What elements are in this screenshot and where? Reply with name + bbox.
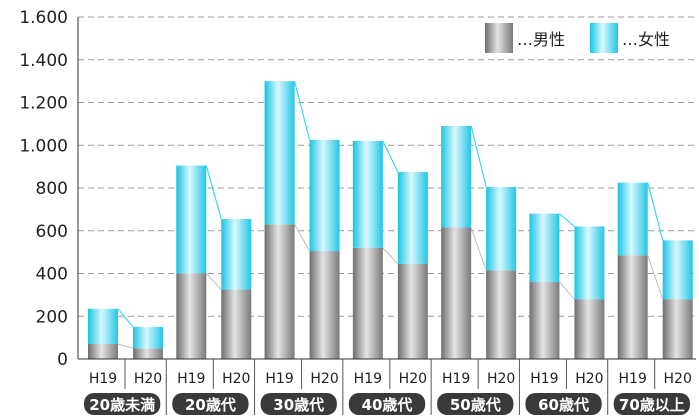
y-axis: 0 200 400 600 800 1.000 1.200 1.400 1.600	[19, 8, 79, 370]
group-label-pill	[172, 393, 249, 415]
connector-line	[382, 247, 399, 265]
x-tick-label: H19	[354, 371, 382, 387]
connector-line	[470, 125, 487, 188]
group-label-pill	[348, 393, 426, 415]
legend: …男性 …女性	[485, 23, 670, 53]
connector-line	[117, 343, 134, 349]
connector-line	[293, 80, 311, 141]
bar-male-h19	[352, 247, 383, 359]
bar-male-h19	[529, 282, 560, 359]
x-tick-label: H20	[134, 371, 162, 387]
group-label: 20歳代	[185, 396, 236, 414]
y-tick-label: 800	[36, 179, 68, 199]
x-tick-label: H19	[442, 371, 470, 387]
x-tick-label: H20	[399, 371, 427, 387]
y-tick-label: 400	[36, 265, 68, 285]
connector-line	[559, 281, 575, 300]
bar-female-h19	[617, 182, 648, 256]
bar-male-h19	[441, 227, 472, 359]
bar-male-h19	[264, 224, 295, 359]
legend-swatch-male	[485, 23, 513, 53]
x-tick-label: H20	[575, 371, 603, 387]
bar-female-h19	[88, 308, 118, 345]
connector-line	[559, 213, 575, 227]
x-tick-label: H19	[89, 371, 117, 387]
connector-line	[647, 255, 664, 300]
bar-female-h19	[176, 165, 207, 274]
y-tick-label: 600	[36, 222, 68, 242]
x-tick-label: H19	[177, 371, 205, 387]
bar-male-h20	[574, 299, 605, 359]
group-label: 30歳代	[273, 396, 324, 414]
bar-female-h20	[397, 171, 428, 264]
connector-line	[205, 165, 222, 220]
bar-female-h20	[574, 226, 605, 300]
bar-female-h20	[221, 218, 252, 290]
connector-line	[470, 227, 487, 271]
bars	[88, 80, 693, 359]
connector-line	[294, 224, 311, 252]
x-tick-label: H20	[487, 371, 515, 387]
connector-line	[205, 273, 222, 290]
bar-female-h20	[662, 240, 693, 300]
x-tick-label: H19	[265, 371, 293, 387]
x-tick-label: H20	[664, 371, 692, 387]
group-label: 20歳未満	[89, 396, 155, 414]
bar-male-h19	[88, 344, 118, 359]
bar-male-h19	[176, 273, 207, 359]
bar-female-h19	[264, 81, 295, 225]
y-tick-label: 1.200	[19, 94, 68, 114]
group-label: 50歳代	[450, 396, 501, 414]
x-tick-label: H19	[619, 371, 647, 387]
connector-line	[117, 308, 134, 328]
group-label: 70歳以上	[619, 396, 685, 414]
bar-male-h20	[662, 299, 693, 359]
bar-female-h20	[309, 139, 340, 252]
group-label: 60歳代	[538, 396, 589, 414]
x-tick-label: H19	[530, 371, 558, 387]
bar-male-h19	[617, 255, 648, 359]
legend-swatch-female	[590, 23, 618, 53]
x-tick-label: H20	[310, 371, 338, 387]
x-axis: H19 H20 20歳未満 H19 H20 20歳代 H19 H20 30歳代 H19 H20 40歳…	[78, 358, 696, 415]
x-tick-label: H20	[222, 371, 250, 387]
y-tick-label: 1.400	[19, 51, 68, 71]
group-label: 40歳代	[362, 396, 413, 414]
legend-label-male: …男性	[517, 30, 565, 49]
bar-female-h20	[486, 186, 517, 271]
y-tick-label: 0	[57, 350, 68, 370]
bar-female-h19	[529, 213, 560, 283]
y-tick-label: 1.000	[19, 136, 68, 156]
y-tick-label: 1.600	[19, 8, 68, 28]
bar-female-h20	[133, 326, 163, 349]
connector-line	[382, 140, 399, 173]
bar-male-h20	[221, 289, 252, 359]
group-label-pill	[613, 393, 690, 415]
group-label-pill	[84, 393, 161, 415]
bar-female-h19	[441, 126, 472, 228]
connector-line	[647, 182, 664, 241]
bar-male-h20	[397, 263, 428, 359]
group-label-pill	[260, 393, 337, 415]
legend-label-female: …女性	[622, 30, 670, 49]
bar-male-h20	[486, 270, 517, 359]
bar-male-h20	[133, 348, 163, 359]
group-label-pill	[437, 393, 514, 415]
y-tick-label: 200	[36, 307, 68, 327]
group-label-pill	[525, 393, 602, 415]
bar-female-h19	[352, 140, 383, 248]
bar-male-h20	[309, 251, 340, 359]
